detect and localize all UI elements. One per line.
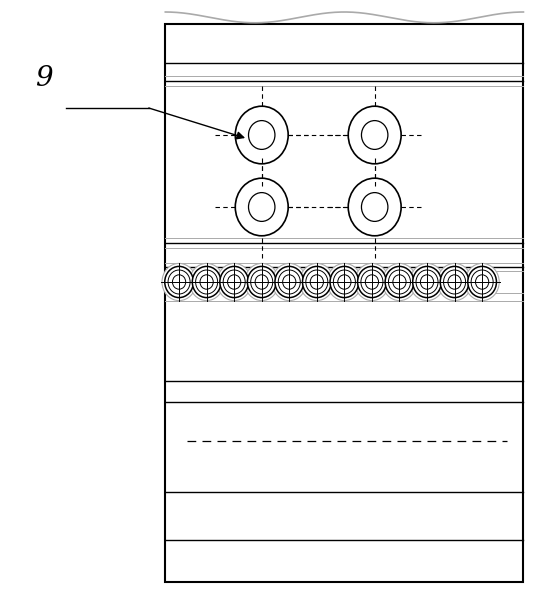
Circle shape xyxy=(471,270,493,294)
Circle shape xyxy=(413,266,441,298)
Circle shape xyxy=(358,266,386,298)
Circle shape xyxy=(283,275,296,289)
Circle shape xyxy=(416,270,438,294)
Circle shape xyxy=(476,275,489,289)
Circle shape xyxy=(361,193,388,221)
Circle shape xyxy=(223,270,245,294)
Circle shape xyxy=(348,178,401,236)
Text: 9: 9 xyxy=(35,64,53,91)
Circle shape xyxy=(420,275,434,289)
Circle shape xyxy=(165,266,193,298)
Circle shape xyxy=(275,266,304,298)
Circle shape xyxy=(172,275,186,289)
Circle shape xyxy=(162,263,196,301)
Circle shape xyxy=(196,270,218,294)
Circle shape xyxy=(355,263,389,301)
Circle shape xyxy=(448,275,461,289)
Circle shape xyxy=(228,275,241,289)
Circle shape xyxy=(278,270,300,294)
Circle shape xyxy=(168,270,190,294)
Circle shape xyxy=(382,263,417,301)
Circle shape xyxy=(251,270,273,294)
Circle shape xyxy=(217,263,251,301)
Circle shape xyxy=(190,263,224,301)
Circle shape xyxy=(365,275,379,289)
Circle shape xyxy=(245,263,279,301)
Circle shape xyxy=(465,263,499,301)
Circle shape xyxy=(235,106,288,164)
Circle shape xyxy=(200,275,213,289)
Circle shape xyxy=(192,266,221,298)
Circle shape xyxy=(255,275,268,289)
Circle shape xyxy=(249,121,275,149)
Circle shape xyxy=(300,263,334,301)
Circle shape xyxy=(333,270,355,294)
Circle shape xyxy=(440,266,469,298)
Circle shape xyxy=(361,270,383,294)
Circle shape xyxy=(220,266,249,298)
Circle shape xyxy=(247,266,276,298)
Circle shape xyxy=(348,106,401,164)
Circle shape xyxy=(361,121,388,149)
Circle shape xyxy=(272,263,306,301)
Circle shape xyxy=(410,263,444,301)
Bar xyxy=(165,24,523,582)
Circle shape xyxy=(444,270,466,294)
Circle shape xyxy=(385,266,414,298)
Circle shape xyxy=(235,178,288,236)
Circle shape xyxy=(249,193,275,221)
Circle shape xyxy=(306,270,328,294)
Circle shape xyxy=(330,266,359,298)
Circle shape xyxy=(338,275,351,289)
Circle shape xyxy=(437,263,472,301)
Circle shape xyxy=(302,266,331,298)
Circle shape xyxy=(310,275,323,289)
Circle shape xyxy=(388,270,410,294)
Circle shape xyxy=(468,266,496,298)
Circle shape xyxy=(393,275,406,289)
Circle shape xyxy=(327,263,361,301)
